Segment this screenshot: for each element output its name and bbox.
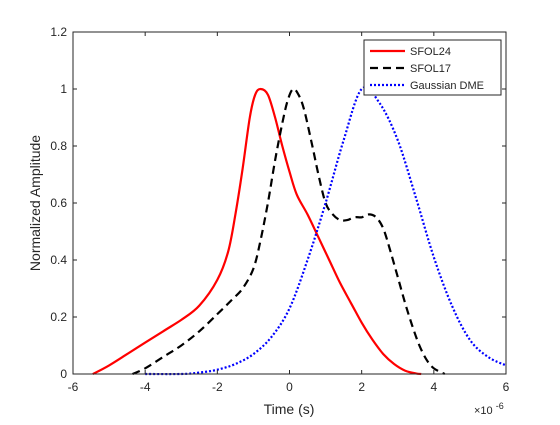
y-tick-label: 0.4: [50, 253, 67, 267]
series-line-1: [92, 87, 422, 376]
legend-label-3: Gaussian DME: [410, 80, 484, 92]
x-tick-label: -2: [212, 380, 223, 394]
series-line-2: [132, 87, 446, 376]
x-tick-label: 4: [430, 380, 437, 394]
y-tick-label: 1: [60, 82, 67, 96]
y-tick-label: 1.2: [50, 25, 67, 39]
x-exponent-power: -6: [496, 401, 504, 411]
legend-label-2: SFOL17: [410, 63, 451, 75]
x-axis-label: Time (s): [264, 401, 315, 417]
y-tick-label: 0.8: [50, 139, 67, 153]
x-tick-label: -4: [140, 380, 151, 394]
legend-items: SFOL24 SFOL17 Gaussian DME: [370, 46, 484, 92]
y-tick-label: 0.6: [50, 196, 67, 210]
y-tick-label: 0: [60, 367, 67, 381]
x-exponent-base: ×10: [474, 405, 493, 417]
legend-label-1: SFOL24: [410, 46, 451, 58]
y-tick-label: 0.2: [50, 310, 67, 324]
series-layer: [92, 86, 507, 376]
x-exponent-label: ×10 -6: [474, 401, 504, 417]
x-tick-label: 0: [286, 380, 293, 394]
x-tick-label: 2: [358, 380, 365, 394]
legend: SFOL24 SFOL17 Gaussian DME: [363, 39, 502, 96]
axes-layer: -6 -4 -2 0 2 4 6 0 0.2 0.4 0.6 0.8 1 1.2: [50, 25, 509, 394]
y-axis-label: Normalized Amplitude: [27, 135, 43, 271]
x-tick-label: -6: [68, 380, 79, 394]
x-tick-label: 6: [503, 380, 510, 394]
